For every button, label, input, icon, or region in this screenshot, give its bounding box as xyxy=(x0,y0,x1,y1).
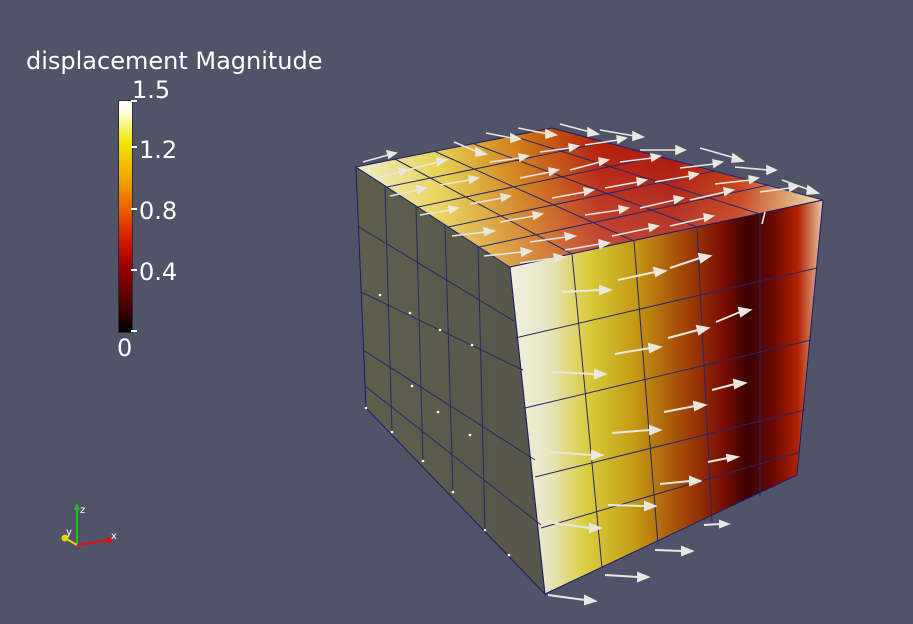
displacement-arrows-front xyxy=(546,252,753,606)
x-axis-line xyxy=(76,539,110,546)
tick-label-1-2: 1.2 xyxy=(139,136,178,164)
tick-mark-0-4 xyxy=(131,269,137,271)
tick-label-0-4: 0.4 xyxy=(139,258,178,286)
mesh-grid-left xyxy=(358,185,542,531)
tick-mark-1-2 xyxy=(131,146,137,148)
mesh-grid-top xyxy=(386,135,770,255)
mesh-grid-front xyxy=(514,214,818,569)
mesh-vertices xyxy=(364,293,511,557)
tick-label-0: 0 xyxy=(117,334,133,362)
color-scale-bar[interactable] xyxy=(118,100,133,333)
axis-label-y: y xyxy=(66,527,72,538)
tick-mark-0 xyxy=(131,330,137,332)
tick-mark-1-5 xyxy=(131,100,137,102)
color-legend-title: displacement Magnitude xyxy=(26,47,323,75)
axis-label-x: x xyxy=(111,531,117,542)
tick-label-1-5: 1.5 xyxy=(132,76,171,104)
tick-mark-0-8 xyxy=(131,208,137,210)
axis-label-z: z xyxy=(80,505,85,516)
displacement-arrows-top xyxy=(362,123,821,264)
tick-label-0-8: 0.8 xyxy=(139,197,178,225)
orientation-axes-widget[interactable]: z x y xyxy=(55,498,125,554)
cube-front-face xyxy=(509,199,824,595)
